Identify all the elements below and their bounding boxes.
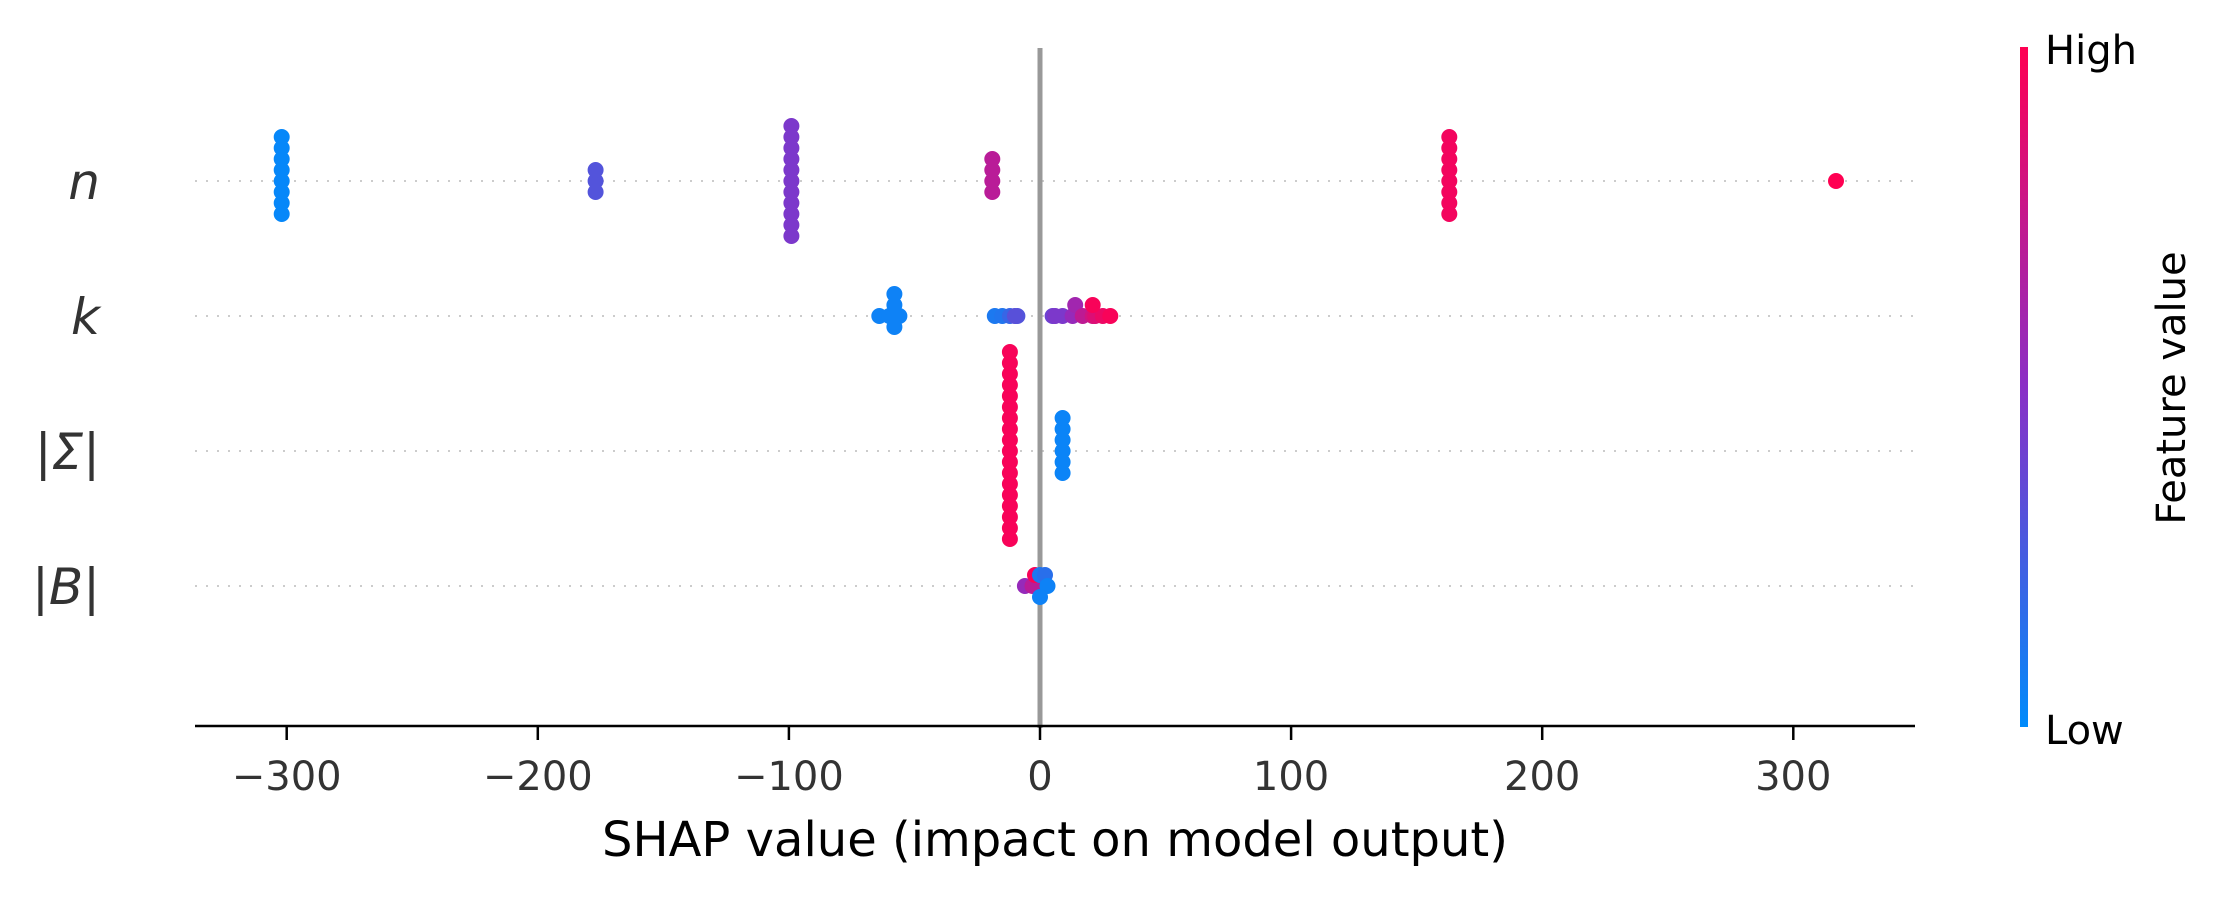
point-1-5 — [886, 319, 903, 335]
x-tick-label-6: 300 — [1755, 754, 1831, 800]
point-2-9 — [1001, 388, 1018, 404]
point-2-19 — [1054, 432, 1071, 448]
point-0-0 — [273, 173, 290, 189]
point-2-1 — [1001, 432, 1018, 448]
point-0-20 — [783, 118, 800, 134]
point-1-4 — [886, 297, 903, 313]
point-2-21 — [1054, 421, 1071, 437]
point-0-13 — [783, 184, 800, 200]
point-0-6 — [273, 206, 290, 222]
feature-guide-lines — [195, 180, 1915, 587]
x-axis-ticks: −300 −200 −100 0 100 200 300 — [232, 726, 1831, 800]
point-0-17 — [783, 206, 800, 222]
point-0-21 — [783, 228, 800, 244]
point-2-13 — [1001, 366, 1018, 382]
point-1-6 — [886, 286, 903, 302]
point-2-0 — [1001, 443, 1018, 459]
point-0-16 — [783, 140, 800, 156]
point-0-3 — [273, 151, 290, 167]
feature-label-1: k — [71, 288, 102, 346]
point-2-7 — [1001, 399, 1018, 415]
point-2-11 — [1001, 377, 1018, 393]
point-0-34 — [1828, 173, 1844, 189]
point-0-7 — [273, 129, 290, 145]
point-0-11 — [783, 173, 800, 189]
feature-labels: n k |Σ| |B| — [32, 153, 102, 616]
point-0-27 — [1441, 162, 1458, 178]
point-0-30 — [1441, 195, 1458, 211]
point-0-29 — [1441, 151, 1458, 167]
point-2-4 — [1001, 465, 1018, 481]
point-2-12 — [1001, 509, 1018, 525]
point-2-3 — [1001, 421, 1018, 437]
point-1-22 — [1084, 297, 1101, 313]
colorbar — [2020, 47, 2028, 727]
point-1-3 — [886, 308, 903, 324]
point-1-21 — [1102, 308, 1119, 324]
point-0-31 — [1441, 140, 1458, 156]
point-0-33 — [1441, 129, 1458, 145]
x-tick-label-0: −300 — [232, 754, 342, 800]
point-2-6 — [1001, 476, 1018, 492]
point-0-26 — [1441, 173, 1458, 189]
point-0-25 — [984, 151, 1001, 167]
point-2-10 — [1001, 498, 1018, 514]
point-0-12 — [783, 162, 800, 178]
x-tick-label-3: 0 — [1027, 754, 1052, 800]
colorbar-high-label: High — [2045, 28, 2137, 74]
feature-label-3: |B| — [32, 558, 100, 616]
x-tick-label-1: −200 — [483, 754, 593, 800]
point-2-16 — [1001, 531, 1018, 547]
point-2-22 — [1054, 465, 1071, 481]
beeswarm-points — [273, 118, 1844, 605]
x-tick-label-5: 200 — [1504, 754, 1580, 800]
point-0-1 — [273, 162, 290, 178]
feature-label-0: n — [68, 153, 100, 211]
x-axis-title: SHAP value (impact on model output) — [602, 812, 1508, 868]
point-2-5 — [1001, 410, 1018, 426]
point-0-14 — [783, 151, 800, 167]
point-2-8 — [1001, 487, 1018, 503]
point-0-10 — [587, 184, 604, 200]
colorbar-low-label: Low — [2045, 708, 2124, 754]
point-2-14 — [1001, 520, 1018, 536]
point-0-24 — [984, 184, 1001, 200]
point-1-11 — [1006, 308, 1023, 324]
point-0-2 — [273, 184, 290, 200]
point-3-8 — [1032, 589, 1048, 605]
point-2-23 — [1054, 410, 1071, 426]
point-0-28 — [1441, 184, 1458, 200]
point-0-19 — [783, 217, 800, 233]
point-0-4 — [273, 195, 290, 211]
point-2-17 — [1001, 344, 1018, 360]
point-2-18 — [1054, 443, 1071, 459]
point-2-2 — [1001, 454, 1018, 470]
feature-label-2: |Σ| — [35, 423, 100, 481]
x-tick-label-2: −100 — [734, 754, 844, 800]
colorbar-title: Feature value — [2149, 251, 2195, 524]
point-0-9 — [587, 162, 604, 178]
point-0-23 — [984, 162, 1001, 178]
point-2-20 — [1054, 454, 1071, 470]
point-2-15 — [1001, 355, 1018, 371]
point-0-15 — [783, 195, 800, 211]
point-0-32 — [1441, 206, 1458, 222]
point-0-22 — [984, 173, 1001, 189]
point-0-18 — [783, 129, 800, 145]
point-0-5 — [273, 140, 290, 156]
point-0-8 — [587, 173, 604, 189]
x-tick-label-4: 100 — [1253, 754, 1329, 800]
